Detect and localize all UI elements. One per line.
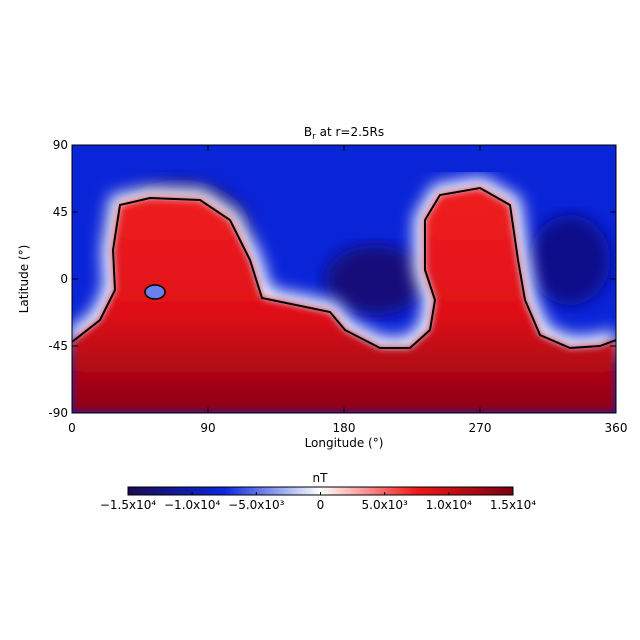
- y-axis-label: Latitude (°): [17, 245, 31, 314]
- x-tick-label: 270: [469, 421, 492, 435]
- y-tick-label: 45: [53, 205, 68, 219]
- colorbar-tick-label: 1.0x10⁴: [426, 498, 472, 512]
- x-tick-label: 90: [200, 421, 215, 435]
- field: [72, 145, 616, 413]
- colorbar-tick-label: −1.0x10⁴: [164, 498, 221, 512]
- x-tick-label: 180: [333, 421, 356, 435]
- x-axis-label: Longitude (°): [305, 436, 384, 450]
- colorbar-tick-label: −1.5x10⁴: [100, 498, 157, 512]
- y-tick-label: -45: [48, 339, 68, 353]
- x-tick-label: 0: [68, 421, 76, 435]
- colorbar-tick-label: 0: [317, 498, 325, 512]
- chart-title: Br at r=2.5Rs: [304, 125, 384, 142]
- colorbar-tick-label: −5.0x10³: [228, 498, 285, 512]
- colorbar-tick-label: 1.5x10⁴: [490, 498, 536, 512]
- x-tick-label: 360: [605, 421, 628, 435]
- y-tick-label: 90: [53, 138, 68, 152]
- y-tick-label: -90: [48, 406, 68, 420]
- colorbar-tick-label: 5.0x10³: [362, 498, 408, 512]
- y-tick-label: 0: [60, 272, 68, 286]
- colorbar-label: nT: [313, 471, 329, 485]
